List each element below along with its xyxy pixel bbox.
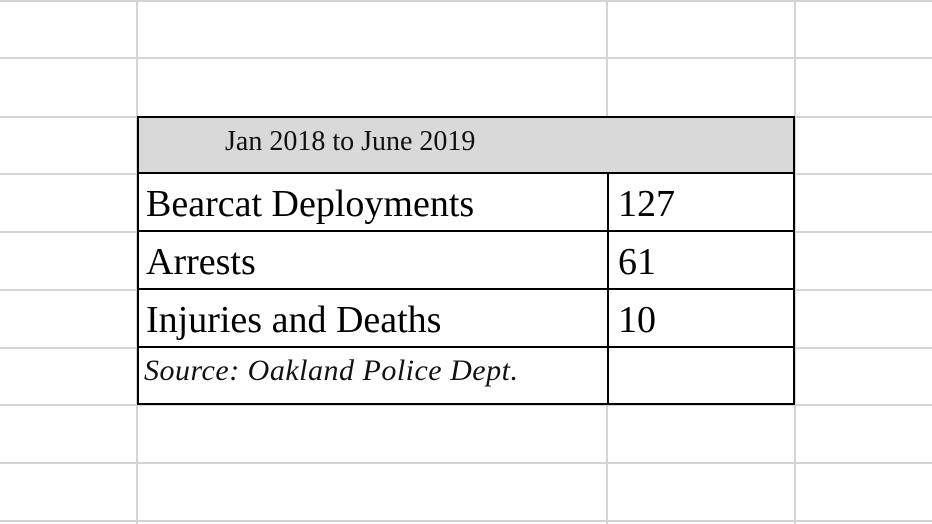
stats-table: Jan 2018 to June 2019 Bearcat Deployment… (137, 116, 795, 405)
label-cell[interactable]: Arrests (139, 232, 609, 288)
row-value: 10 (618, 299, 656, 341)
label-cell[interactable]: Bearcat Deployments (139, 174, 609, 230)
row-label: Arrests (146, 241, 256, 283)
source-cell[interactable]: Source: Oakland Police Dept. (139, 348, 609, 403)
table-header-cell[interactable]: Jan 2018 to June 2019 (139, 118, 793, 174)
row-label: Bearcat Deployments (146, 183, 475, 225)
row-value: 61 (618, 241, 656, 283)
row-gridline (0, 0, 932, 2)
value-cell[interactable]: 61 (609, 232, 793, 288)
source-note: Source: Oakland Police Dept. (144, 354, 519, 387)
label-cell[interactable]: Injuries and Deaths (139, 290, 609, 346)
source-row: Source: Oakland Police Dept. (139, 348, 793, 403)
value-cell[interactable]: 10 (609, 290, 793, 346)
value-cell[interactable]: 127 (609, 174, 793, 230)
table-header-text: Jan 2018 to June 2019 (225, 126, 476, 157)
column-gridline (794, 0, 796, 524)
row-label: Injuries and Deaths (146, 299, 442, 341)
table-row: Injuries and Deaths 10 (139, 290, 793, 348)
row-gridline (0, 520, 932, 522)
row-gridline (0, 57, 932, 59)
table-row: Arrests 61 (139, 232, 793, 290)
row-gridline (0, 404, 932, 406)
table-row: Bearcat Deployments 127 (139, 174, 793, 232)
row-gridline (0, 462, 932, 464)
row-value: 127 (618, 183, 675, 225)
